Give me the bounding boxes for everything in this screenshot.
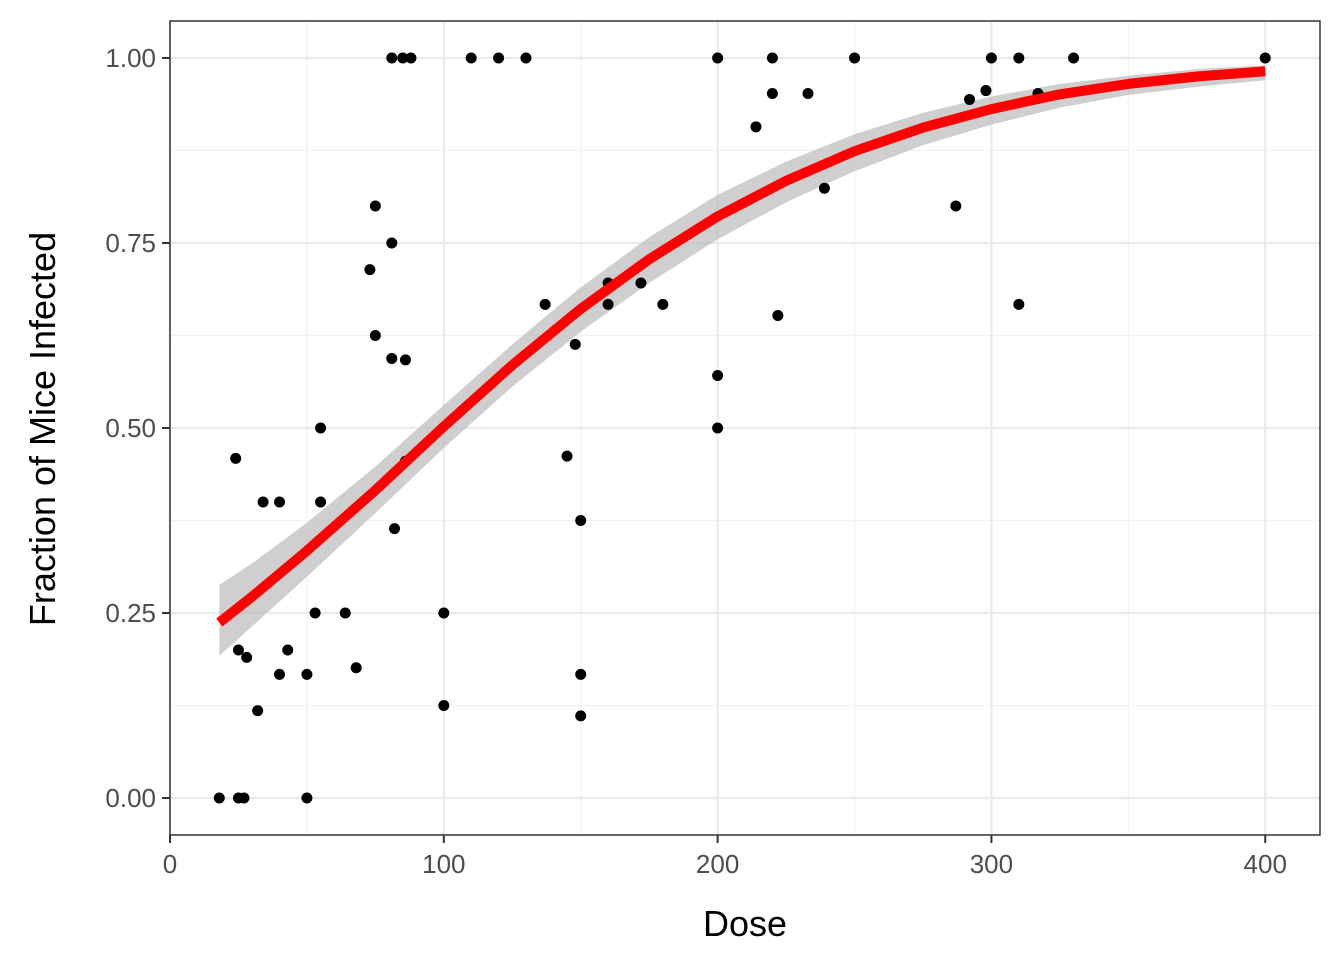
data-point bbox=[274, 496, 286, 508]
x-tick-label: 200 bbox=[696, 849, 739, 879]
x-tick-label: 100 bbox=[422, 849, 465, 879]
y-axis-title: Fraction of Mice Infected bbox=[22, 232, 63, 626]
data-point bbox=[252, 705, 264, 717]
data-point bbox=[493, 52, 505, 64]
data-point bbox=[315, 422, 327, 434]
data-point bbox=[539, 298, 551, 310]
data-point bbox=[1013, 298, 1025, 310]
y-tick-label: 1.00 bbox=[105, 43, 156, 73]
y-tick-label: 0.75 bbox=[105, 228, 156, 258]
data-point bbox=[750, 121, 762, 133]
data-point bbox=[301, 668, 313, 680]
data-point bbox=[561, 450, 573, 462]
data-point bbox=[575, 710, 587, 722]
data-point bbox=[386, 237, 398, 249]
data-point bbox=[602, 298, 614, 310]
data-point bbox=[438, 700, 450, 711]
data-point bbox=[230, 452, 242, 464]
data-point bbox=[339, 607, 351, 619]
data-point bbox=[712, 422, 724, 434]
data-point bbox=[569, 338, 581, 350]
data-point bbox=[465, 52, 477, 64]
data-point bbox=[386, 352, 398, 364]
data-point bbox=[766, 88, 778, 100]
data-point bbox=[301, 792, 313, 804]
data-point bbox=[818, 182, 830, 194]
data-point bbox=[369, 330, 381, 341]
data-point bbox=[772, 310, 784, 322]
data-point bbox=[389, 523, 401, 535]
y-tick-label: 0.50 bbox=[105, 413, 156, 443]
data-point bbox=[1013, 52, 1025, 64]
data-point bbox=[657, 298, 669, 310]
x-tick-label: 0 bbox=[163, 849, 177, 879]
y-tick-label: 0.25 bbox=[105, 598, 156, 628]
data-point bbox=[712, 52, 724, 64]
data-point bbox=[985, 52, 997, 64]
data-point bbox=[438, 607, 450, 619]
grid-major bbox=[168, 21, 1320, 835]
data-point bbox=[802, 88, 814, 100]
x-tick-label: 300 bbox=[970, 849, 1013, 879]
data-point bbox=[350, 662, 362, 674]
data-point bbox=[980, 85, 992, 97]
data-point bbox=[950, 200, 962, 212]
x-axis-title: Dose bbox=[703, 903, 787, 944]
data-point bbox=[397, 52, 409, 64]
confidence-band bbox=[219, 65, 1266, 656]
data-point bbox=[575, 515, 587, 526]
data-point bbox=[1259, 52, 1271, 64]
data-point bbox=[399, 354, 411, 366]
data-point bbox=[520, 52, 532, 64]
data-point bbox=[405, 52, 417, 64]
data-point bbox=[964, 93, 976, 105]
data-point bbox=[238, 792, 250, 804]
y-tick-label: 0.00 bbox=[105, 783, 156, 813]
data-point bbox=[213, 792, 225, 804]
data-point bbox=[849, 52, 861, 64]
data-point bbox=[282, 644, 294, 656]
data-point bbox=[635, 277, 647, 289]
x-axis-ticks: 0 100 200 300 400 bbox=[163, 835, 1287, 879]
data-point bbox=[766, 52, 778, 64]
y-axis-ticks: 0.00 0.25 0.50 0.75 1.00 bbox=[105, 43, 170, 813]
data-point bbox=[257, 496, 269, 508]
data-point bbox=[712, 369, 724, 381]
data-point bbox=[364, 264, 376, 276]
data-point bbox=[369, 200, 381, 212]
data-point bbox=[315, 496, 327, 508]
data-point bbox=[575, 668, 587, 680]
data-point bbox=[241, 651, 253, 663]
fit-line bbox=[216, 66, 1266, 627]
data-point bbox=[232, 644, 244, 656]
data-point bbox=[1068, 52, 1080, 64]
data-point bbox=[309, 607, 321, 619]
x-tick-label: 400 bbox=[1244, 849, 1287, 879]
data-point bbox=[274, 668, 286, 680]
data-point bbox=[386, 52, 398, 64]
